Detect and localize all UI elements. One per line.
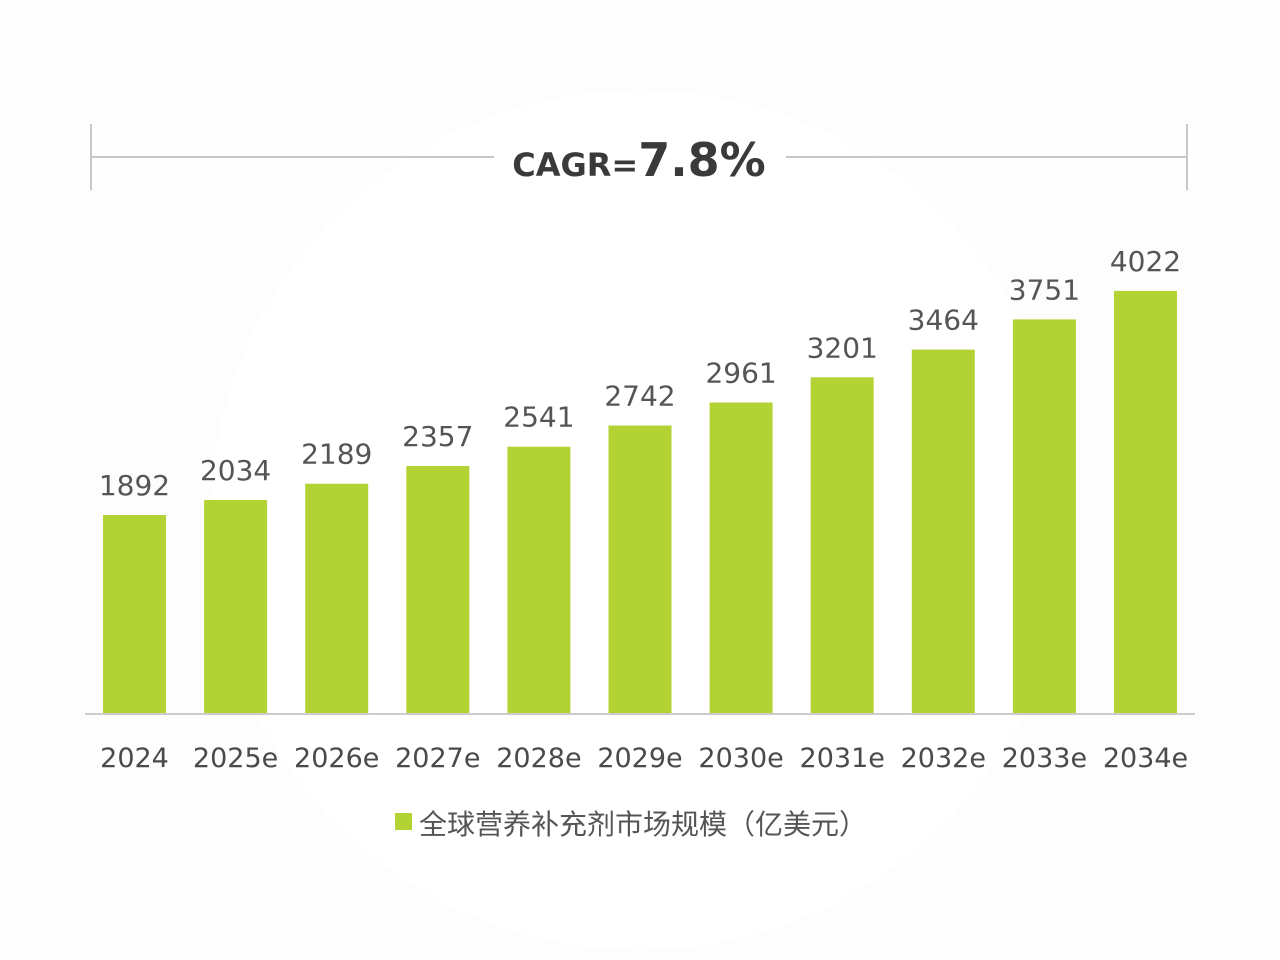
x-tick-label-2034e: 2034e [1103,743,1188,774]
x-tick-label-2028e: 2028e [496,743,581,774]
bar-2032e [911,349,975,714]
bar-2025e [204,500,268,714]
bar-2033e [1012,319,1076,714]
cagr-annotation: CAGR=7.8% [512,133,766,187]
cagr-bracket: CAGR=7.8% [90,124,1188,190]
x-tick-label-2027e: 2027e [395,743,480,774]
bar-2027e [406,466,470,714]
data-label-2024: 1892 [99,469,170,502]
data-label-2029e: 2742 [604,380,675,413]
bar-2030e [709,402,773,714]
cagr-value: 7.8% [638,133,766,187]
data-label-2027e: 2357 [402,420,473,453]
data-label-2028e: 2541 [503,401,574,434]
data-label-2033e: 3751 [1009,273,1080,306]
bar-2028e [507,446,571,714]
bars-group [103,290,1177,714]
value-labels-group: 1892 2034 2189 2357 2541 2742 2961 3201 3464 3751… [99,245,1181,502]
bar-2026e [305,483,369,714]
x-tick-label-2033e: 2033e [1002,743,1087,774]
cagr-label: CAGR= [512,146,638,184]
data-label-2026e: 2189 [301,438,372,471]
data-label-2031e: 3201 [807,331,878,364]
x-tick-label-2030e: 2030e [698,743,783,774]
x-tick-label-2024: 2024 [100,743,169,774]
data-label-2032e: 3464 [908,304,979,337]
data-label-2025e: 2034 [200,454,271,487]
x-tick-label-2032e: 2032e [901,743,986,774]
bar-2024 [103,515,166,714]
legend: 全球营养补充剂市场规模（亿美元） [395,808,867,841]
x-tick-label-2031e: 2031e [800,743,885,774]
x-tick-label-2026e: 2026e [294,743,379,774]
bar-2034e [1114,290,1177,714]
data-label-2034e: 4022 [1110,245,1181,278]
x-tick-label-2029e: 2029e [597,743,682,774]
legend-label: 全球营养补充剂市场规模（亿美元） [419,808,867,841]
bar-2031e [810,377,874,714]
x-tick-labels-group: 2024 2025e 2026e 2027e 2028e 2029e 2030e 2031e 2… [100,743,1188,774]
data-label-2030e: 2961 [705,357,776,390]
bar-2029e [608,425,672,714]
x-tick-label-2025e: 2025e [193,743,278,774]
legend-swatch [395,813,412,830]
